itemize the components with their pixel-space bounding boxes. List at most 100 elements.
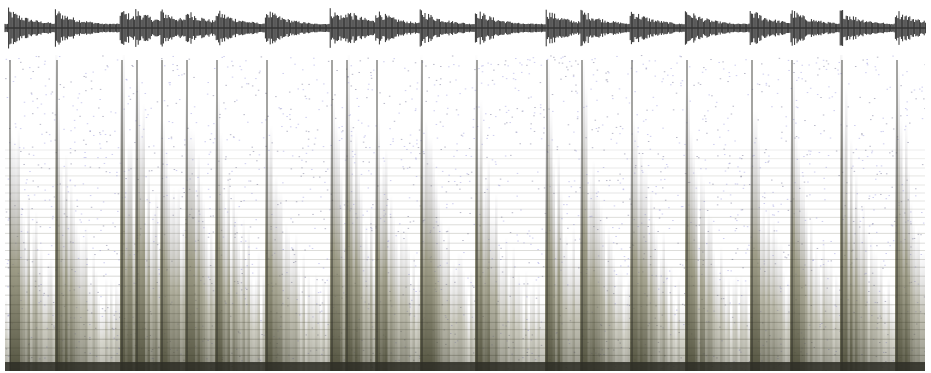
- energy-streak: [340, 169, 343, 371]
- energy-streak: [628, 276, 631, 371]
- speckle: [323, 161, 325, 162]
- speckle: [106, 245, 108, 246]
- energy-streak: [715, 263, 718, 371]
- speckle: [664, 179, 666, 180]
- speckle: [465, 155, 467, 156]
- speckle: [761, 63, 763, 64]
- speckle: [459, 93, 461, 94]
- speckle: [828, 155, 830, 156]
- speckle: [680, 85, 682, 86]
- speckle: [471, 198, 473, 199]
- speckle: [702, 72, 704, 73]
- energy-streak: [400, 227, 403, 371]
- speckle: [541, 65, 543, 66]
- speckle: [748, 245, 750, 246]
- speckle: [672, 220, 674, 221]
- speckle: [89, 131, 91, 132]
- speckle: [433, 64, 435, 65]
- speckle: [505, 60, 507, 61]
- energy-streak: [268, 138, 271, 371]
- speckle: [655, 186, 657, 187]
- energy-streak: [95, 270, 98, 371]
- speckle: [598, 127, 600, 128]
- speckle: [720, 198, 722, 199]
- speckle: [176, 170, 178, 171]
- speckle: [179, 99, 181, 100]
- speckle: [536, 298, 538, 299]
- speckle: [862, 60, 864, 61]
- energy-streak: [785, 290, 788, 371]
- speckle: [117, 211, 119, 212]
- speckle: [208, 237, 210, 238]
- speckle: [649, 60, 651, 61]
- speckle: [252, 85, 254, 86]
- speckle: [622, 202, 624, 203]
- speckle: [342, 107, 344, 108]
- speckle: [368, 162, 370, 163]
- speckle: [209, 197, 211, 198]
- speckle: [289, 92, 291, 93]
- speckle: [320, 211, 322, 212]
- speckle: [566, 204, 568, 205]
- speckle: [292, 155, 294, 156]
- energy-streak: [788, 277, 791, 371]
- speckle: [921, 212, 923, 213]
- speckle: [63, 87, 64, 88]
- speckle: [886, 198, 888, 199]
- speckle: [147, 114, 149, 115]
- speckle: [668, 207, 670, 208]
- speckle: [814, 172, 816, 173]
- speckle: [759, 84, 761, 85]
- energy-streak: [610, 235, 613, 371]
- speckle: [15, 127, 16, 128]
- energy-streak: [595, 183, 598, 371]
- speckle: [398, 231, 400, 232]
- speckle: [452, 203, 454, 204]
- speckle: [373, 70, 375, 71]
- speckle: [663, 156, 665, 157]
- speckle: [641, 55, 643, 56]
- speckle: [231, 61, 233, 62]
- speckle: [568, 124, 570, 125]
- speckle: [553, 57, 555, 58]
- speckle: [875, 194, 877, 195]
- energy-streak: [78, 232, 81, 371]
- speckle: [100, 230, 102, 231]
- speckle: [620, 126, 622, 127]
- energy-streak: [548, 56, 551, 371]
- energy-streak: [198, 153, 201, 371]
- speckle: [638, 127, 640, 128]
- speckle: [392, 138, 394, 139]
- speckle: [710, 59, 712, 60]
- speckle: [309, 98, 311, 99]
- speckle: [619, 228, 621, 229]
- speckle: [828, 63, 830, 64]
- speckle: [83, 140, 85, 141]
- speckle: [302, 69, 304, 70]
- energy-streak: [768, 205, 771, 371]
- speckle: [289, 119, 291, 120]
- speckle: [258, 90, 260, 91]
- energy-streak: [398, 250, 401, 371]
- speckle: [463, 133, 465, 134]
- speckle: [807, 182, 809, 183]
- speckle: [428, 77, 430, 78]
- speckle: [707, 110, 709, 111]
- energy-streak: [178, 187, 181, 371]
- energy-streak: [245, 258, 248, 371]
- speckle: [282, 73, 284, 74]
- speckle: [450, 82, 452, 83]
- speckle: [773, 206, 775, 207]
- speckle: [837, 70, 839, 71]
- speckle: [729, 76, 731, 77]
- speckle: [358, 72, 360, 73]
- speckle: [778, 211, 780, 212]
- speckle: [306, 98, 308, 99]
- speckle: [662, 214, 664, 215]
- speckle: [819, 152, 821, 153]
- speckle: [107, 66, 109, 67]
- speckle: [736, 75, 738, 76]
- speckle: [440, 84, 442, 85]
- energy-streak: [865, 225, 868, 371]
- speckle: [855, 66, 857, 67]
